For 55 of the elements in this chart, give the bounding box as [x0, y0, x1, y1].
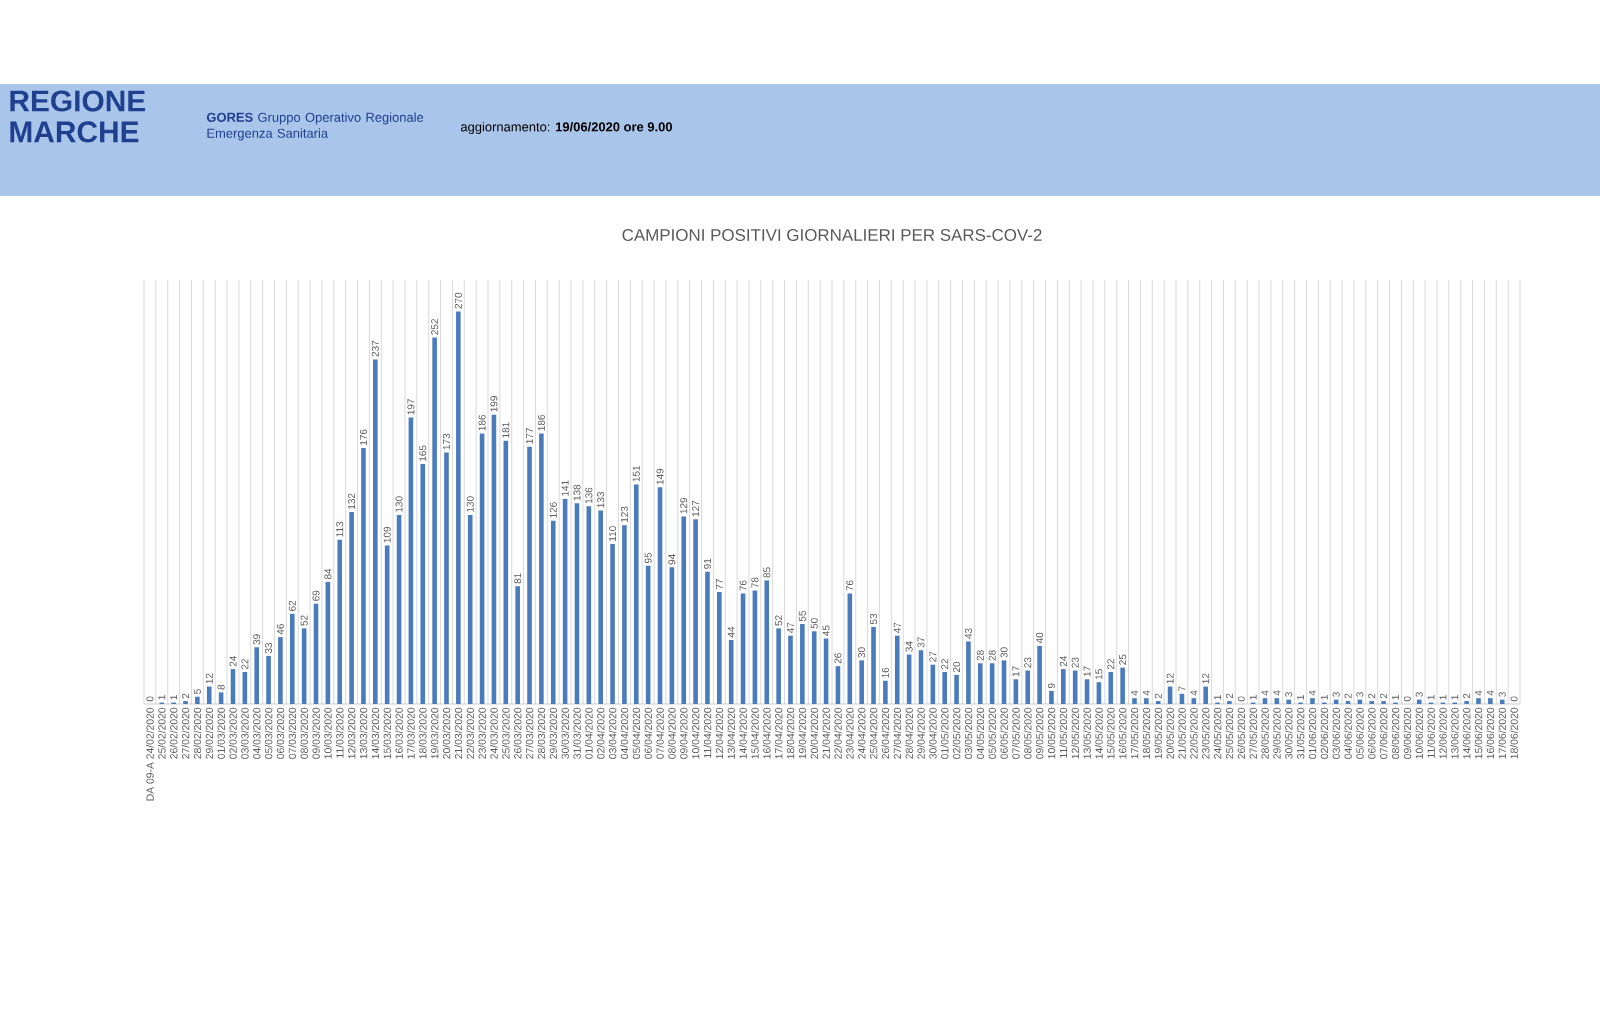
bar	[456, 311, 461, 704]
bar	[550, 520, 556, 704]
bar	[1120, 667, 1125, 704]
bar	[467, 514, 473, 704]
bar	[361, 448, 366, 704]
bar	[942, 672, 947, 704]
bar	[289, 613, 295, 704]
bar	[218, 692, 224, 704]
bar	[539, 433, 544, 704]
bar	[254, 647, 259, 704]
bar	[420, 464, 426, 704]
bar	[633, 484, 639, 704]
bar	[515, 586, 520, 704]
bar	[1203, 686, 1208, 704]
bar	[776, 628, 781, 704]
bar	[681, 516, 687, 704]
bar	[432, 337, 437, 704]
bar	[337, 539, 343, 704]
bar	[266, 656, 271, 704]
bar	[1037, 645, 1042, 704]
bar	[349, 512, 354, 704]
bar	[811, 631, 817, 704]
bar	[1108, 672, 1114, 704]
bar	[977, 663, 983, 704]
text: REGIONE MARCHE	[10, 90, 146, 143]
bar	[444, 452, 449, 704]
bar	[966, 641, 971, 704]
bar	[1144, 698, 1149, 704]
bar	[954, 674, 959, 704]
bar	[764, 580, 770, 704]
bar	[373, 359, 378, 704]
bar	[717, 592, 722, 704]
bar	[1025, 670, 1031, 704]
bar	[1061, 669, 1066, 704]
bar	[1049, 690, 1054, 704]
bar	[610, 544, 615, 704]
bar	[598, 510, 603, 704]
bar	[1476, 698, 1481, 704]
bar	[705, 571, 710, 704]
bar	[527, 446, 532, 704]
bar	[1488, 698, 1493, 704]
bar	[622, 525, 627, 704]
bar	[894, 635, 900, 704]
bar	[1132, 698, 1137, 704]
bar	[883, 680, 888, 704]
bar	[788, 635, 793, 704]
bar	[278, 637, 283, 704]
bar	[206, 686, 212, 704]
bar	[195, 696, 200, 704]
bar	[693, 519, 698, 704]
bar	[800, 624, 805, 704]
bar	[859, 660, 864, 704]
chart-title: CAMPIONI POSITIVI GIORNALIERI PER SARS-COV-2	[622, 229, 1042, 241]
bar	[1310, 698, 1315, 704]
bar	[871, 626, 876, 704]
